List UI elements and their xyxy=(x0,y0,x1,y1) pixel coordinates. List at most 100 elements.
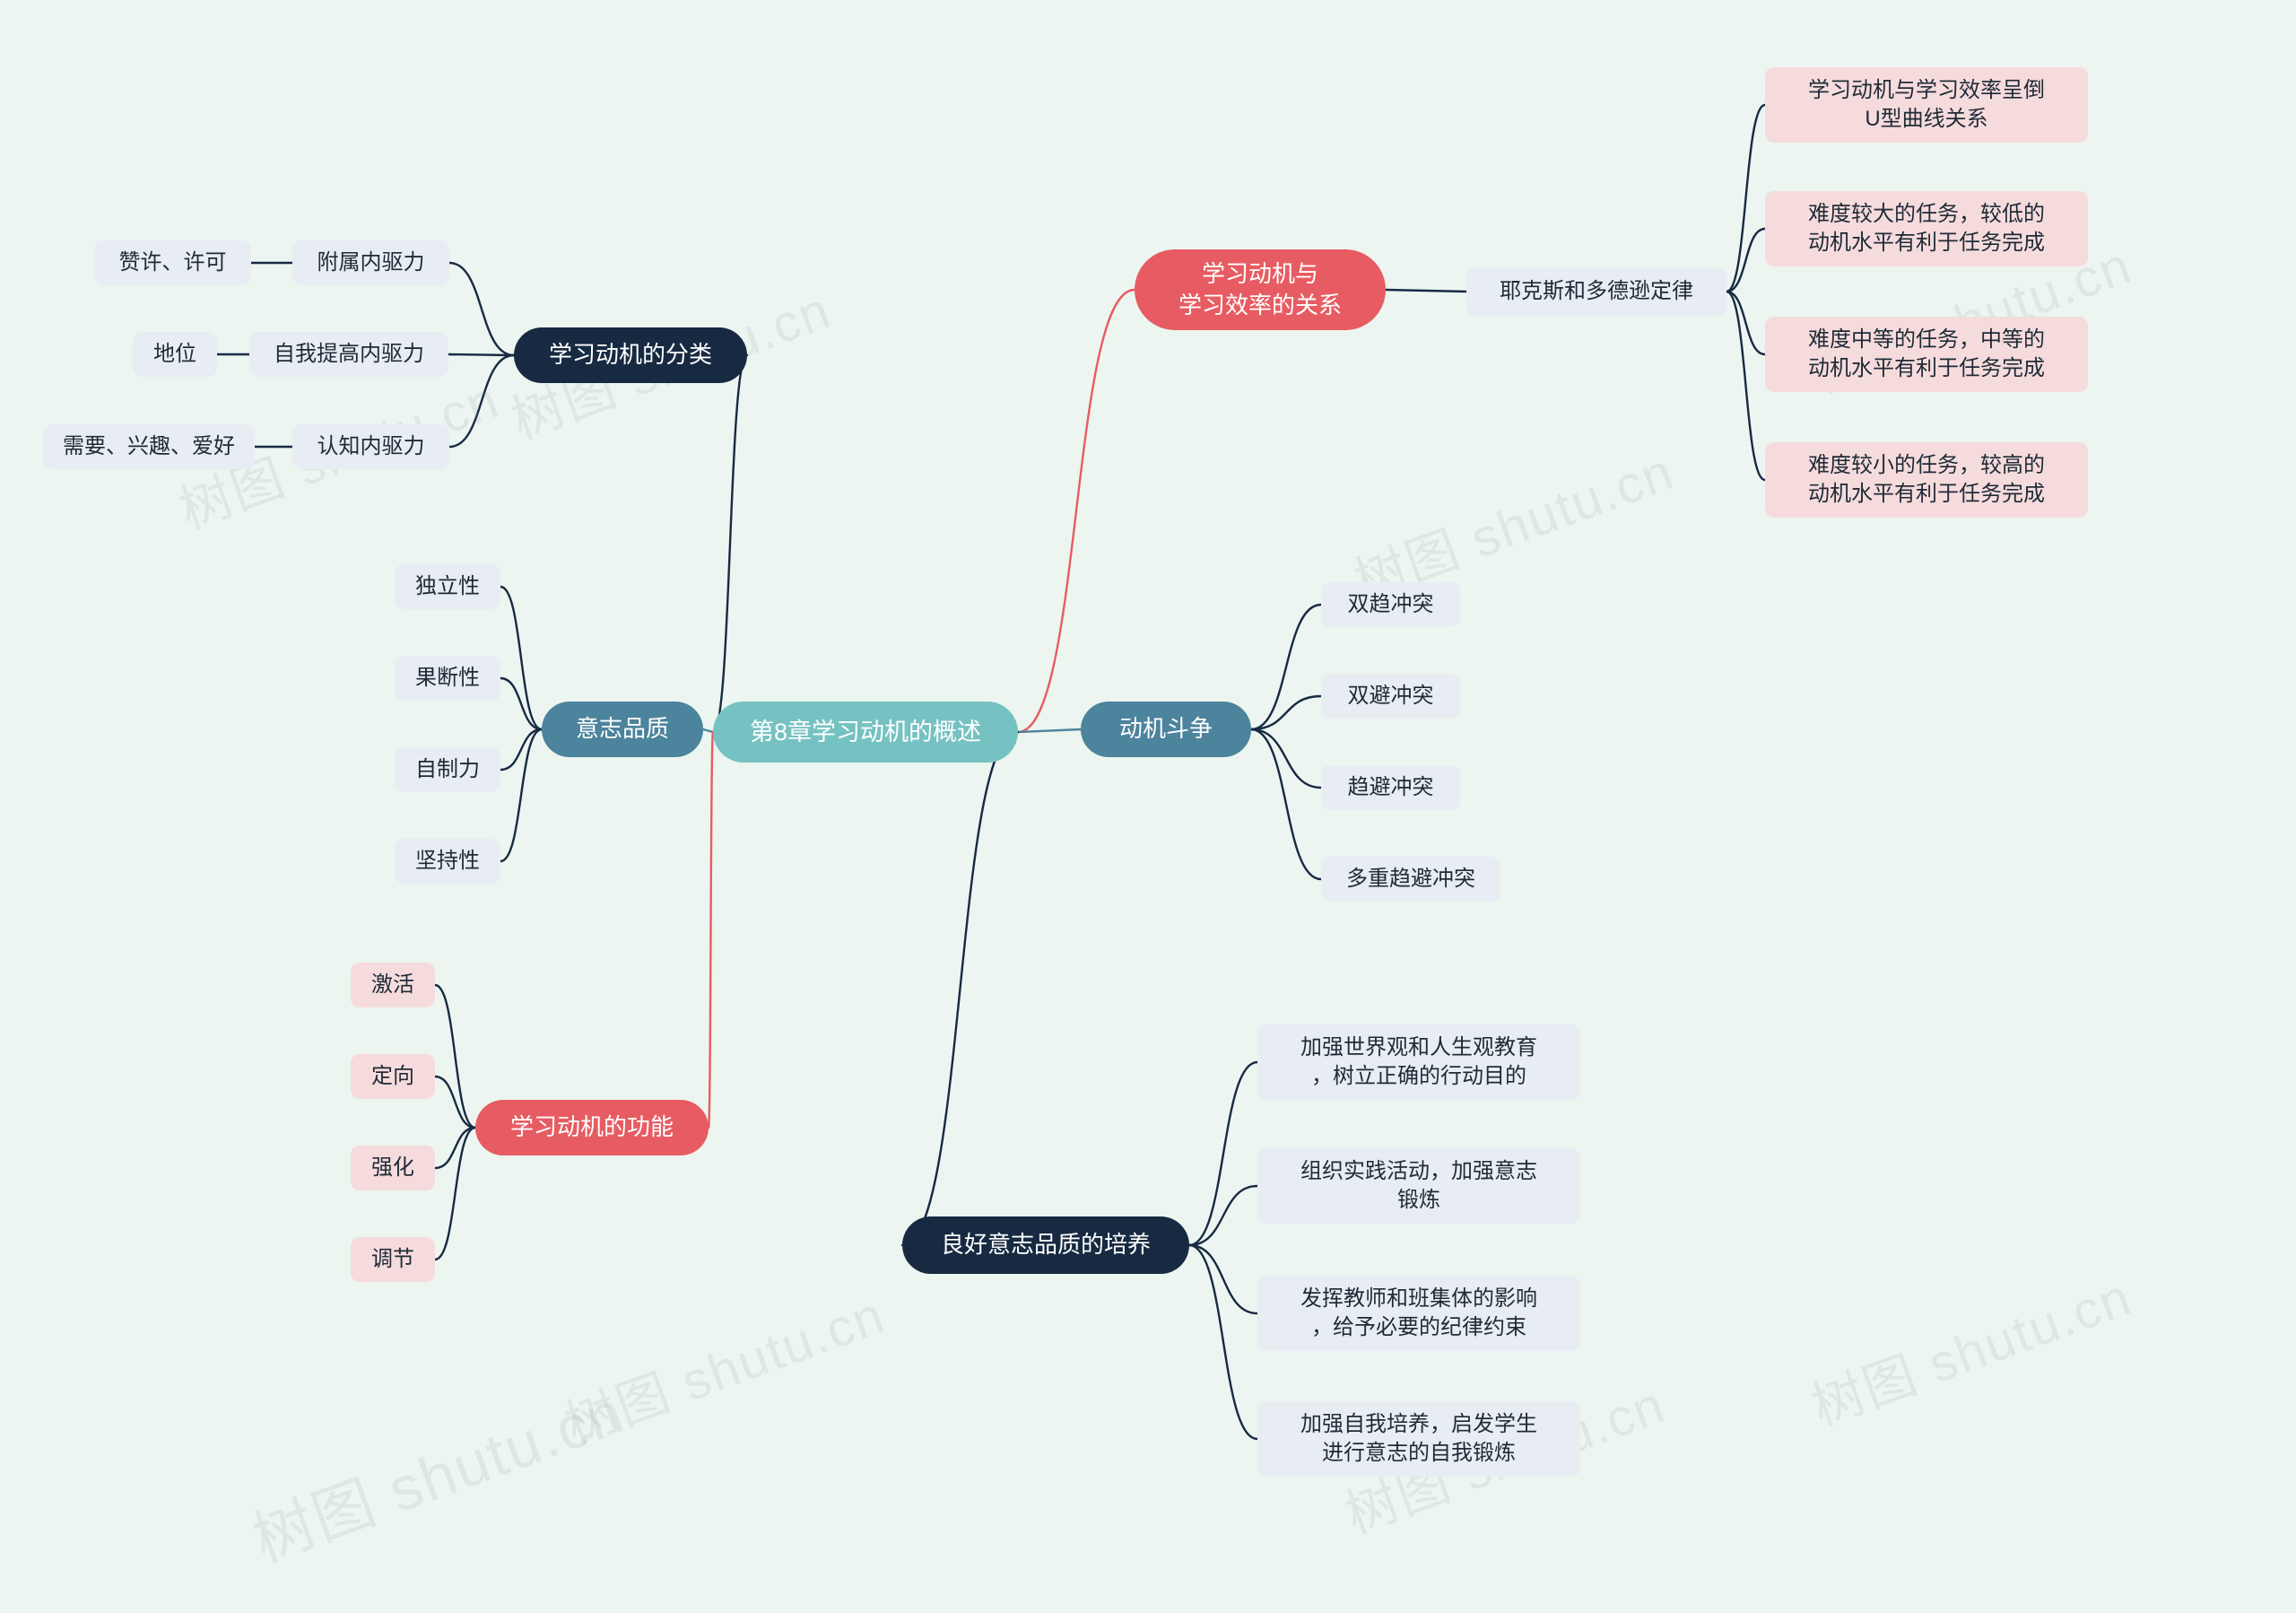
node-b4a[interactable]: 附属内驱力 xyxy=(292,240,449,285)
node-label: 加强自我培养，启发学生 进行意志的自我锻炼 xyxy=(1300,1410,1537,1469)
edge-b1a-b1a2 xyxy=(1726,229,1765,292)
node-b1a2[interactable]: 难度较大的任务，较低的 动机水平有利于任务完成 xyxy=(1765,191,2088,266)
node-b6c[interactable]: 强化 xyxy=(351,1146,435,1190)
edge-root-b3 xyxy=(902,732,1018,1245)
edge-b6-b6c xyxy=(435,1128,475,1168)
edge-b3-b3c xyxy=(1189,1245,1257,1313)
edge-b5-b5a xyxy=(500,587,542,729)
node-label: 双避冲突 xyxy=(1348,682,1434,711)
node-b6d[interactable]: 调节 xyxy=(351,1237,435,1282)
node-label: 组织实践活动，加强意志 锻炼 xyxy=(1300,1157,1537,1216)
watermark: 树图 shutu.cn xyxy=(239,1363,635,1579)
edge-root-b5 xyxy=(703,729,713,732)
node-label: 学习动机的分类 xyxy=(549,339,712,371)
node-b2a[interactable]: 双趋冲突 xyxy=(1321,582,1460,627)
edge-b5-b5c xyxy=(500,729,542,770)
node-b1a1[interactable]: 学习动机与学习效率呈倒 U型曲线关系 xyxy=(1765,67,2088,143)
node-label: 需要、兴趣、爱好 xyxy=(63,432,235,461)
node-b3[interactable]: 良好意志品质的培养 xyxy=(902,1216,1189,1274)
mindmap-canvas: 树图 shutu.cn树图 shutu.cn树图 shutu.cn树图 shut… xyxy=(0,0,2296,1613)
node-b1[interactable]: 学习动机与 学习效率的关系 xyxy=(1135,249,1386,330)
node-b5d[interactable]: 坚持性 xyxy=(395,839,500,884)
edge-root-b6 xyxy=(709,732,713,1128)
node-label: 意志品质 xyxy=(576,713,669,745)
edge-b3-b3a xyxy=(1189,1062,1257,1245)
node-b6a[interactable]: 激活 xyxy=(351,963,435,1007)
edge-b3-b3b xyxy=(1189,1186,1257,1245)
node-label: 认知内驱力 xyxy=(317,432,425,461)
node-label: 学习动机与学习效率呈倒 U型曲线关系 xyxy=(1808,76,2045,135)
edge-b5-b5b xyxy=(500,678,542,729)
edge-b1a-b1a4 xyxy=(1726,292,1765,480)
node-b4c1[interactable]: 需要、兴趣、爱好 xyxy=(43,424,255,469)
node-b1a3[interactable]: 难度中等的任务，中等的 动机水平有利于任务完成 xyxy=(1765,317,2088,392)
node-label: 多重趋避冲突 xyxy=(1346,865,1475,894)
node-b4a1[interactable]: 赞许、许可 xyxy=(94,240,251,285)
edge-b1-b1a xyxy=(1386,290,1466,292)
node-b2b[interactable]: 双避冲突 xyxy=(1321,674,1460,719)
node-label: 强化 xyxy=(371,1154,414,1182)
edge-root-b4 xyxy=(713,355,747,732)
node-b5[interactable]: 意志品质 xyxy=(542,702,703,757)
node-b2[interactable]: 动机斗争 xyxy=(1081,702,1251,757)
node-label: 难度较大的任务，较低的 动机水平有利于任务完成 xyxy=(1808,200,2045,258)
node-label: 激活 xyxy=(371,971,414,999)
watermark: 树图 shutu.cn xyxy=(1800,1255,2141,1441)
edge-b6-b6d xyxy=(435,1128,475,1260)
node-label: 独立性 xyxy=(415,572,480,601)
node-label: 学习动机的功能 xyxy=(510,1112,674,1143)
edge-b4-b4c xyxy=(449,355,514,447)
node-label: 赞许、许可 xyxy=(119,248,227,277)
node-b5b[interactable]: 果断性 xyxy=(395,656,500,701)
edge-b4-b4b xyxy=(448,354,514,355)
node-b4c[interactable]: 认知内驱力 xyxy=(292,424,449,469)
node-label: 耶克斯和多德逊定律 xyxy=(1500,277,1693,306)
node-label: 发挥教师和班集体的影响 ，给予必要的纪律约束 xyxy=(1300,1285,1537,1343)
edge-root-b1 xyxy=(1018,290,1135,732)
edge-b6-b6a xyxy=(435,985,475,1128)
node-b4[interactable]: 学习动机的分类 xyxy=(514,327,747,383)
node-label: 动机斗争 xyxy=(1119,713,1213,745)
edge-b5-b5d xyxy=(500,729,542,861)
edge-b4-b4a xyxy=(449,263,514,355)
node-b5a[interactable]: 独立性 xyxy=(395,564,500,609)
node-label: 定向 xyxy=(371,1062,414,1091)
node-label: 自我提高内驱力 xyxy=(274,340,424,369)
node-b1a4[interactable]: 难度较小的任务，较高的 动机水平有利于任务完成 xyxy=(1765,442,2088,518)
node-label: 学习动机与 学习效率的关系 xyxy=(1178,258,1342,321)
node-b6[interactable]: 学习动机的功能 xyxy=(475,1100,709,1155)
node-b2c[interactable]: 趋避冲突 xyxy=(1321,765,1460,810)
node-label: 第8章学习动机的概述 xyxy=(750,716,981,748)
edge-b1a-b1a3 xyxy=(1726,292,1765,354)
node-b3b[interactable]: 组织实践活动，加强意志 锻炼 xyxy=(1257,1148,1580,1224)
node-label: 良好意志品质的培养 xyxy=(941,1229,1151,1260)
node-b3d[interactable]: 加强自我培养，启发学生 进行意志的自我锻炼 xyxy=(1257,1401,1580,1477)
node-label: 难度较小的任务，较高的 动机水平有利于任务完成 xyxy=(1808,451,2045,510)
node-b3c[interactable]: 发挥教师和班集体的影响 ，给予必要的纪律约束 xyxy=(1257,1276,1580,1351)
node-b4b1[interactable]: 地位 xyxy=(133,332,217,377)
node-label: 调节 xyxy=(371,1245,414,1274)
node-label: 地位 xyxy=(153,340,196,369)
edge-b3-b3d xyxy=(1189,1245,1257,1439)
edge-b6-b6b xyxy=(435,1077,475,1128)
edge-b1a-b1a1 xyxy=(1726,105,1765,292)
watermark: 树图 shutu.cn xyxy=(553,1273,894,1459)
node-label: 自制力 xyxy=(415,755,480,784)
node-b1a[interactable]: 耶克斯和多德逊定律 xyxy=(1466,267,1726,316)
node-label: 果断性 xyxy=(415,664,480,693)
node-b4b[interactable]: 自我提高内驱力 xyxy=(249,332,448,377)
node-label: 难度中等的任务，中等的 动机水平有利于任务完成 xyxy=(1808,326,2045,384)
node-b6b[interactable]: 定向 xyxy=(351,1054,435,1099)
node-b3a[interactable]: 加强世界观和人生观教育 ，树立正确的行动目的 xyxy=(1257,1024,1580,1100)
node-b5c[interactable]: 自制力 xyxy=(395,747,500,792)
edge-b2-b2c xyxy=(1251,729,1321,788)
edge-b2-b2b xyxy=(1251,696,1321,729)
edge-b2-b2d xyxy=(1251,729,1321,879)
node-root[interactable]: 第8章学习动机的概述 xyxy=(713,702,1018,763)
node-label: 附属内驱力 xyxy=(317,248,425,277)
edge-b2-b2a xyxy=(1251,605,1321,729)
node-b2d[interactable]: 多重趋避冲突 xyxy=(1321,857,1500,902)
node-label: 趋避冲突 xyxy=(1348,773,1434,802)
edge-root-b2 xyxy=(1018,729,1081,732)
node-label: 坚持性 xyxy=(415,847,480,876)
